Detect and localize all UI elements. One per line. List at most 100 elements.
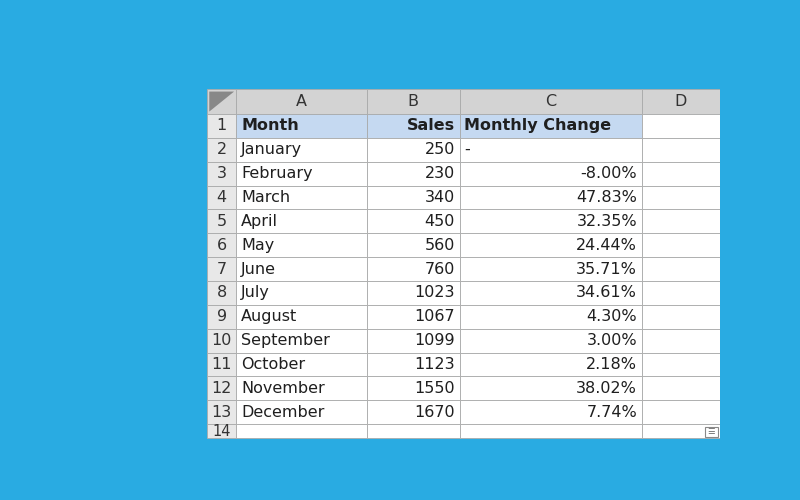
Bar bbox=[237, 162, 366, 186]
Bar bbox=[642, 233, 720, 257]
Bar bbox=[459, 210, 642, 233]
Text: 1: 1 bbox=[217, 118, 227, 134]
Bar bbox=[642, 281, 720, 305]
Bar bbox=[642, 257, 720, 281]
Text: 230: 230 bbox=[425, 166, 455, 181]
Bar bbox=[237, 186, 366, 210]
Text: 1023: 1023 bbox=[414, 286, 455, 300]
Bar bbox=[459, 114, 642, 138]
Bar bbox=[207, 305, 237, 328]
Text: 340: 340 bbox=[425, 190, 455, 205]
Bar bbox=[366, 114, 459, 138]
Text: 10: 10 bbox=[211, 333, 232, 348]
Bar bbox=[459, 376, 642, 400]
Text: April: April bbox=[241, 214, 278, 229]
Text: 1123: 1123 bbox=[414, 357, 455, 372]
Bar bbox=[459, 424, 642, 438]
Bar bbox=[642, 90, 720, 114]
Bar bbox=[706, 428, 718, 436]
Text: 7.74%: 7.74% bbox=[586, 405, 637, 420]
Bar bbox=[237, 90, 366, 114]
Bar bbox=[237, 233, 366, 257]
Text: 8: 8 bbox=[217, 286, 227, 300]
Bar bbox=[207, 328, 237, 352]
Bar bbox=[237, 281, 366, 305]
Text: 6: 6 bbox=[217, 238, 226, 252]
Bar bbox=[642, 352, 720, 376]
Text: 3: 3 bbox=[217, 166, 226, 181]
Text: August: August bbox=[241, 310, 298, 324]
Text: May: May bbox=[241, 238, 274, 252]
Text: 7: 7 bbox=[217, 262, 226, 276]
Text: 3.00%: 3.00% bbox=[586, 333, 637, 348]
Bar bbox=[366, 162, 459, 186]
Bar bbox=[366, 400, 459, 424]
Text: 38.02%: 38.02% bbox=[576, 381, 637, 396]
Bar bbox=[207, 352, 237, 376]
Text: 1550: 1550 bbox=[414, 381, 455, 396]
Bar bbox=[207, 114, 237, 138]
Text: October: October bbox=[241, 357, 305, 372]
Text: 4.30%: 4.30% bbox=[586, 310, 637, 324]
Bar bbox=[237, 376, 366, 400]
Text: 560: 560 bbox=[425, 238, 455, 252]
Text: March: March bbox=[241, 190, 290, 205]
Bar bbox=[366, 424, 459, 438]
Bar bbox=[459, 352, 642, 376]
Text: September: September bbox=[241, 333, 330, 348]
Bar bbox=[237, 138, 366, 162]
Text: June: June bbox=[241, 262, 276, 276]
Bar bbox=[459, 90, 642, 114]
Text: 24.44%: 24.44% bbox=[576, 238, 637, 252]
Bar bbox=[207, 233, 237, 257]
Text: -8.00%: -8.00% bbox=[581, 166, 637, 181]
Bar bbox=[207, 138, 237, 162]
Text: -: - bbox=[464, 142, 470, 157]
Bar bbox=[642, 424, 720, 438]
Bar bbox=[366, 281, 459, 305]
Bar bbox=[459, 186, 642, 210]
Bar bbox=[642, 114, 720, 138]
Text: 4: 4 bbox=[217, 190, 226, 205]
Text: 35.71%: 35.71% bbox=[576, 262, 637, 276]
Text: C: C bbox=[545, 94, 556, 109]
Text: 14: 14 bbox=[213, 424, 231, 438]
Bar bbox=[366, 305, 459, 328]
Bar bbox=[366, 376, 459, 400]
Text: Sales: Sales bbox=[407, 118, 455, 134]
Text: 1670: 1670 bbox=[414, 405, 455, 420]
Text: 13: 13 bbox=[211, 405, 232, 420]
Polygon shape bbox=[210, 92, 234, 112]
Text: 2.18%: 2.18% bbox=[586, 357, 637, 372]
Text: D: D bbox=[674, 94, 687, 109]
Bar bbox=[237, 305, 366, 328]
Bar bbox=[366, 186, 459, 210]
Bar bbox=[207, 424, 237, 438]
Text: December: December bbox=[241, 405, 325, 420]
Bar bbox=[207, 210, 237, 233]
Text: 34.61%: 34.61% bbox=[576, 286, 637, 300]
Text: 450: 450 bbox=[425, 214, 455, 229]
Bar bbox=[459, 138, 642, 162]
Text: ☰: ☰ bbox=[708, 428, 715, 436]
Bar bbox=[237, 352, 366, 376]
Text: 5: 5 bbox=[217, 214, 226, 229]
Bar bbox=[642, 400, 720, 424]
Text: July: July bbox=[241, 286, 270, 300]
Text: 1099: 1099 bbox=[414, 333, 455, 348]
Bar bbox=[459, 400, 642, 424]
Bar bbox=[642, 328, 720, 352]
Bar bbox=[207, 186, 237, 210]
Bar bbox=[207, 257, 237, 281]
Bar bbox=[366, 90, 459, 114]
Bar bbox=[366, 210, 459, 233]
Bar bbox=[459, 305, 642, 328]
Bar bbox=[366, 257, 459, 281]
Text: 2: 2 bbox=[217, 142, 226, 157]
Bar bbox=[366, 233, 459, 257]
Bar bbox=[459, 233, 642, 257]
Bar bbox=[642, 138, 720, 162]
Bar bbox=[642, 210, 720, 233]
Bar bbox=[237, 257, 366, 281]
Bar bbox=[642, 186, 720, 210]
